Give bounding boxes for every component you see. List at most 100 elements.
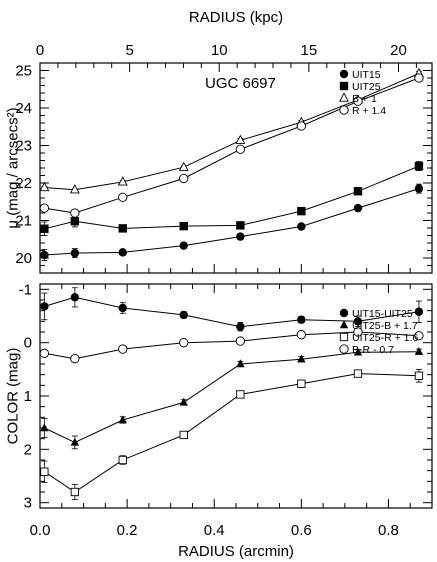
- legend-marker: [339, 332, 349, 342]
- kpc-tick-label: 0: [36, 42, 44, 59]
- legend-marker: [339, 320, 349, 329]
- data-point: [414, 347, 424, 355]
- data-point: [353, 317, 363, 326]
- data-point: [353, 203, 363, 213]
- data-point: [70, 293, 80, 302]
- series-line: [44, 296, 419, 328]
- x-tick-label: 0.0: [30, 522, 51, 539]
- y-tick-label: 25: [15, 63, 32, 80]
- data-point: [40, 467, 49, 476]
- data-point: [118, 415, 127, 424]
- data-point: [297, 315, 306, 324]
- data-point: [39, 348, 50, 358]
- series-line: [44, 331, 419, 360]
- data-point: [70, 248, 80, 258]
- chart-annotation: UGC 6697: [205, 75, 276, 92]
- legend-label: UIT15: [352, 69, 381, 81]
- data-point: [39, 203, 50, 213]
- data-point: [117, 176, 128, 186]
- data-point: [179, 310, 188, 320]
- data-point: [296, 121, 306, 131]
- data-point: [70, 487, 79, 497]
- data-point: [179, 397, 188, 406]
- legend-label: UIT25: [352, 81, 381, 93]
- x-axis-title: RADIUS (arcmin): [178, 543, 294, 560]
- legend-label: R + 1.4: [352, 105, 386, 117]
- series-0-1: [40, 161, 424, 236]
- data-point: [118, 344, 128, 354]
- series-0-0: [40, 183, 424, 262]
- kpc-tick-label: 20: [390, 42, 407, 59]
- legend-label: B-R - 0.7: [352, 344, 394, 356]
- x-tick-label: 0.4: [204, 522, 225, 539]
- data-point: [178, 161, 189, 171]
- y-tick-label: 1: [24, 388, 32, 405]
- y-axis-title: COLOR (mag): [5, 348, 22, 445]
- x-tick-label: 0.8: [378, 522, 399, 539]
- data-point: [40, 423, 49, 432]
- data-point: [179, 173, 189, 184]
- y-tick-label: 3: [24, 495, 32, 512]
- x-tick-label: 0.2: [117, 522, 138, 539]
- data-point: [297, 379, 306, 388]
- data-point: [353, 187, 363, 196]
- data-point: [118, 224, 127, 233]
- series-line: [44, 73, 420, 191]
- legend-marker: [339, 344, 349, 354]
- chart-panel-0: 0 5 10 15 20 20 21 22 23 24 25 μ (mag / arcsecs²) UI…: [5, 9, 433, 274]
- y-tick-label: 23: [15, 138, 32, 155]
- data-point: [179, 221, 188, 231]
- data-point: [179, 430, 188, 440]
- data-point: [236, 359, 245, 368]
- data-point: [414, 73, 424, 83]
- series-1-3: [39, 327, 424, 364]
- legend-marker: [339, 308, 349, 318]
- data-point: [297, 206, 306, 216]
- data-point: [414, 184, 424, 193]
- kpc-tick-label: 15: [301, 42, 318, 59]
- data-point: [414, 331, 424, 341]
- data-point: [296, 330, 306, 340]
- y-tick-label: -1: [19, 281, 32, 298]
- data-point: [353, 96, 363, 106]
- data-point: [236, 232, 245, 241]
- y-axis-title: μ (mag / arcsecs²): [5, 107, 22, 228]
- y-tick-label: 21: [15, 213, 32, 230]
- top-axis-title: RADIUS (kpc): [189, 9, 283, 26]
- series-line: [44, 165, 420, 230]
- data-point: [235, 134, 246, 144]
- y-tick-label: 22: [15, 175, 32, 192]
- kpc-tick-label: 10: [211, 42, 228, 59]
- data-point: [236, 322, 245, 331]
- data-point: [40, 302, 49, 311]
- data-point: [353, 369, 363, 378]
- legend-label: B + 1: [352, 93, 377, 105]
- series-1-0: [40, 287, 424, 332]
- data-point: [414, 307, 424, 316]
- data-point: [118, 248, 127, 257]
- data-point: [297, 222, 306, 231]
- series-1-2: [40, 368, 424, 500]
- kpc-tick-label: 5: [125, 42, 133, 59]
- data-point: [353, 347, 363, 356]
- data-point: [40, 224, 49, 233]
- data-point: [297, 354, 306, 363]
- data-point: [118, 192, 128, 202]
- series-1-1: [40, 347, 424, 450]
- data-point: [235, 336, 246, 346]
- data-point: [70, 354, 80, 364]
- series-line: [44, 373, 419, 493]
- data-point: [70, 437, 80, 446]
- legend-marker: [339, 81, 349, 91]
- legend-label: UIT25-R + 1.6: [352, 332, 418, 344]
- data-point: [353, 327, 363, 337]
- y-tick-label: 2: [24, 441, 32, 458]
- legend-marker: [339, 69, 349, 79]
- legend-marker: [339, 105, 349, 115]
- data-point: [236, 390, 245, 399]
- data-point: [414, 161, 424, 171]
- data-point: [118, 455, 127, 465]
- legend-label: UIT25-B + 1.7: [352, 320, 418, 332]
